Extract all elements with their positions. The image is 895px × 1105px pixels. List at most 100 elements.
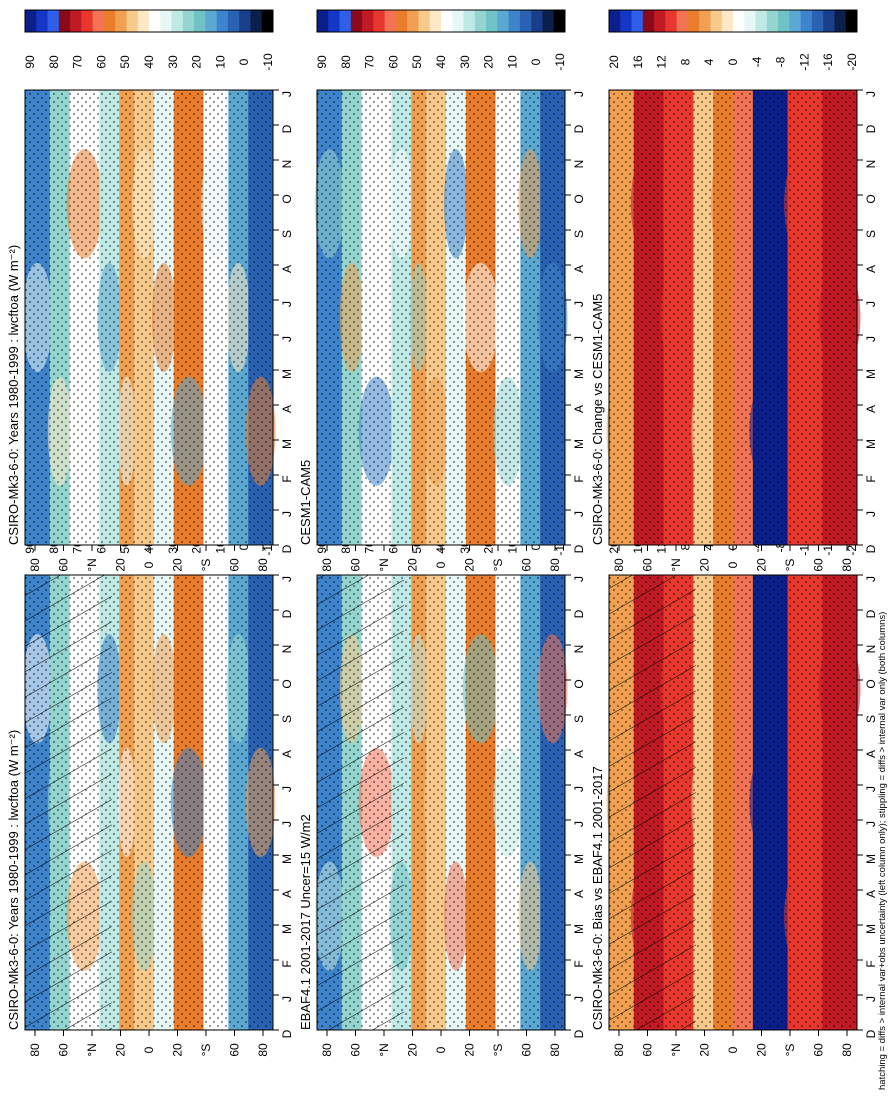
colorbar-swatch bbox=[721, 10, 734, 32]
colorbar-tick-label: 20 bbox=[482, 55, 496, 69]
colorbar-swatch bbox=[227, 10, 240, 32]
colorbar-tick-label: 80 bbox=[47, 55, 61, 69]
lat-tick-label: 20 bbox=[114, 1043, 128, 1057]
lat-tick-label: 0 bbox=[434, 561, 448, 568]
lat-tick-label: 60 bbox=[228, 1043, 242, 1057]
lat-tick-label: 80 bbox=[840, 558, 854, 572]
colorbar-swatch bbox=[429, 10, 442, 32]
colorbar-tick-label: -4 bbox=[750, 56, 764, 67]
lat-tick-label: 80 bbox=[320, 1043, 334, 1057]
lat-tick-label: 80 bbox=[612, 558, 626, 572]
colorbar-tick-label: 20 bbox=[190, 55, 204, 69]
time-tick-label: M bbox=[864, 854, 878, 864]
time-tick-label: A bbox=[572, 405, 586, 413]
time-tick-label: S bbox=[864, 230, 878, 238]
time-tick-label: N bbox=[864, 160, 878, 169]
colorbar-swatch bbox=[508, 10, 521, 32]
panel-title: EBAF4.1 2001-2017 Uncer=15 W/m2 bbox=[298, 814, 313, 1030]
colorbar-swatch bbox=[328, 10, 340, 32]
lat-tick-label: 20 bbox=[171, 558, 185, 572]
colorbar-tick-label: -4 bbox=[750, 541, 764, 552]
colorbar-swatch bbox=[486, 10, 498, 32]
time-tick-label: O bbox=[572, 194, 586, 203]
colorbar-tick-label: 0 bbox=[237, 58, 251, 65]
time-tick-label: S bbox=[572, 715, 586, 723]
colorbar-swatch bbox=[766, 10, 779, 32]
colorbar-tick-label: 16 bbox=[631, 55, 645, 69]
lat-tick-label: 80 bbox=[840, 1043, 854, 1057]
colorbar-tick-label: 70 bbox=[71, 55, 85, 69]
lat-tick-label: 60 bbox=[520, 558, 534, 572]
lat-tick-label: 60 bbox=[349, 1043, 363, 1057]
lat-tick-label: 20 bbox=[114, 558, 128, 572]
colorbar-tick-label: 50 bbox=[118, 55, 132, 69]
lat-tick-label: °N bbox=[669, 558, 683, 571]
colorbar-swatch bbox=[654, 10, 666, 32]
time-tick-label: A bbox=[280, 890, 294, 898]
time-tick-label: J bbox=[280, 511, 294, 517]
colorbar-swatch bbox=[744, 10, 756, 32]
colorbar-tick-label: 0 bbox=[726, 58, 740, 65]
time-tick-label: F bbox=[864, 960, 878, 967]
colorbar-swatch bbox=[519, 10, 532, 32]
lat-tick-label: °S bbox=[199, 1044, 213, 1057]
time-tick-label: D bbox=[572, 544, 586, 553]
lat-tick-label: 20 bbox=[698, 558, 712, 572]
time-tick-label: D bbox=[864, 124, 878, 133]
colorbar-swatch bbox=[373, 10, 386, 32]
time-tick-label: O bbox=[864, 194, 878, 203]
time-tick-label: A bbox=[864, 750, 878, 758]
time-tick-label: J bbox=[280, 336, 294, 342]
colorbar-swatch bbox=[126, 10, 139, 32]
lat-tick-label: °S bbox=[491, 1044, 505, 1057]
time-tick-label: J bbox=[864, 91, 878, 97]
stippling bbox=[609, 90, 857, 545]
colorbar-swatch bbox=[834, 10, 847, 32]
time-tick-label: M bbox=[280, 854, 294, 864]
time-tick-label: M bbox=[572, 439, 586, 449]
colorbar-tick-label: 20 bbox=[607, 55, 621, 69]
time-tick-label: J bbox=[864, 301, 878, 307]
time-tick-label: M bbox=[572, 854, 586, 864]
hatching bbox=[317, 575, 404, 1030]
time-tick-label: A bbox=[572, 750, 586, 758]
panel-title: CESM1-CAM5 bbox=[298, 460, 313, 545]
colorbar-tick-label: 60 bbox=[94, 55, 108, 69]
time-tick-label: A bbox=[864, 890, 878, 898]
time-tick-label: J bbox=[864, 576, 878, 582]
colorbar-tick-label: -10 bbox=[553, 53, 567, 71]
colorbar-tick-label: 50 bbox=[410, 55, 424, 69]
time-tick-label: D bbox=[572, 124, 586, 133]
colorbar-tick-label: 8 bbox=[678, 58, 692, 65]
time-tick-label: M bbox=[864, 439, 878, 449]
colorbar-swatch bbox=[676, 10, 689, 32]
colorbar-swatch bbox=[542, 10, 555, 32]
lat-tick-label: 20 bbox=[406, 558, 420, 572]
time-tick-label: F bbox=[280, 475, 294, 482]
time-tick-label: N bbox=[280, 645, 294, 654]
lat-tick-label: 60 bbox=[520, 1043, 534, 1057]
colorbar-swatch bbox=[70, 10, 82, 32]
colorbar-swatch bbox=[452, 10, 464, 32]
panel-bias-left: CSIRO-Mk3-6-0: Bias vs EBAF4.1 2001-2017… bbox=[590, 494, 878, 1057]
panel-title: CSIRO-Mk3-6-0: Change vs CESM1-CAM5 bbox=[590, 294, 605, 545]
lat-tick-label: °N bbox=[85, 1043, 99, 1056]
lat-tick-label: 60 bbox=[812, 1043, 826, 1057]
time-tick-label: D bbox=[572, 1029, 586, 1038]
time-tick-label: D bbox=[864, 544, 878, 553]
colorbar-tick-label: 90 bbox=[23, 55, 37, 69]
colorbar-swatch bbox=[362, 10, 374, 32]
time-tick-label: J bbox=[572, 336, 586, 342]
lat-tick-label: 80 bbox=[256, 1043, 270, 1057]
colorbar-swatch bbox=[171, 10, 184, 32]
colorbar-tick-label: 4 bbox=[702, 543, 716, 550]
lat-tick-label: 80 bbox=[256, 558, 270, 572]
time-tick-label: J bbox=[572, 301, 586, 307]
footer-note: hatching = diffs > internal var+obs unce… bbox=[877, 612, 888, 1090]
colorbar-frame bbox=[608, 9, 858, 33]
lat-tick-label: °N bbox=[85, 558, 99, 571]
time-tick-label: O bbox=[280, 194, 294, 203]
lat-tick-label: 20 bbox=[463, 558, 477, 572]
panel-title: CSIRO-Mk3-6-0: Bias vs EBAF4.1 2001-2017 bbox=[590, 766, 605, 1030]
